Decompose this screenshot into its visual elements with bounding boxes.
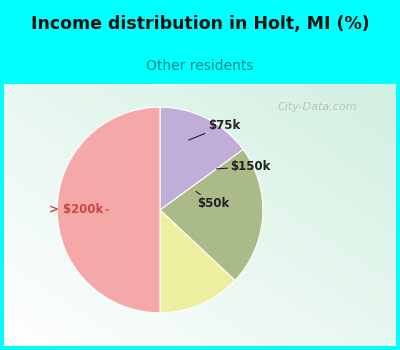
Wedge shape [160,210,235,313]
Text: Income distribution in Holt, MI (%): Income distribution in Holt, MI (%) [31,14,369,33]
Text: $50k: $50k [196,191,230,210]
Text: City-Data.com: City-Data.com [278,102,357,112]
Text: $150k: $150k [216,160,271,173]
Wedge shape [57,107,160,313]
Text: Other residents: Other residents [146,58,254,72]
Text: > $200k: > $200k [48,203,108,217]
Wedge shape [160,149,263,280]
Text: $75k: $75k [189,119,240,140]
Wedge shape [160,107,243,210]
